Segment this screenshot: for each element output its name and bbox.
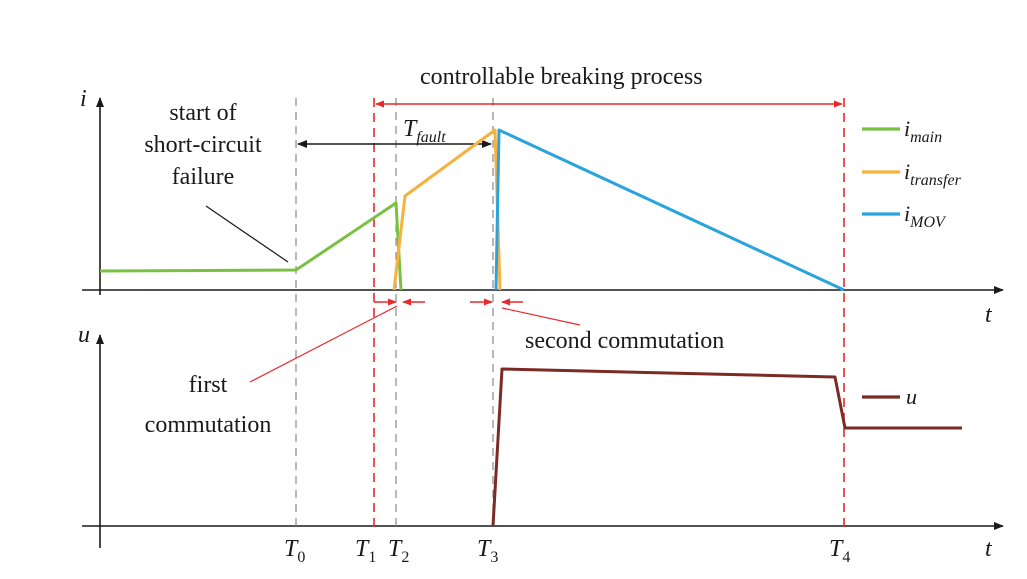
start-failure-label-line2: short-circuit: [144, 132, 262, 158]
top-axes: [82, 97, 1004, 295]
bottom-x-axis-label: t: [985, 536, 993, 562]
t2-label: T2: [388, 536, 409, 566]
time-marker-lines: [295, 98, 845, 530]
t1-label: T1: [355, 536, 376, 566]
i-transfer-curve: [392, 128, 502, 291]
time-mark-labels: T0 T1 T2 T3 T4: [284, 536, 850, 566]
legend-label-u: u: [906, 384, 917, 409]
legend-label-i-mov: iMOV: [904, 201, 947, 231]
legend: imain itransfer iMOV u: [862, 116, 962, 409]
process-label: controllable breaking process: [420, 64, 703, 90]
t0-label: T0: [284, 536, 305, 566]
top-y-axis-label: i: [80, 86, 87, 112]
u-voltage-curve: [491, 367, 962, 527]
first-commutation-label-line1: first: [189, 372, 228, 398]
tfault-label: Tfault: [403, 116, 446, 146]
top-x-axis-label: t: [985, 302, 993, 328]
start-failure-pointer: [205, 205, 289, 263]
second-commutation-label: second commutation: [525, 328, 724, 354]
start-failure-label-line1: start of: [169, 100, 236, 126]
i-mov-curve: [494, 128, 845, 292]
second-commutation-pointer: [501, 307, 581, 326]
start-failure-label-line3: failure: [172, 164, 235, 190]
bottom-y-axis-label: u: [78, 322, 90, 348]
i-main-curve: [99, 201, 403, 291]
legend-label-i-main: imain: [904, 116, 942, 146]
legend-label-i-transfer: itransfer: [904, 159, 962, 189]
bottom-axes: [82, 334, 1004, 548]
t3-label: T3: [477, 536, 498, 566]
t4-label: T4: [829, 536, 850, 566]
first-commutation-label-line2: commutation: [145, 412, 272, 438]
first-commutation-pointer: [249, 305, 398, 383]
